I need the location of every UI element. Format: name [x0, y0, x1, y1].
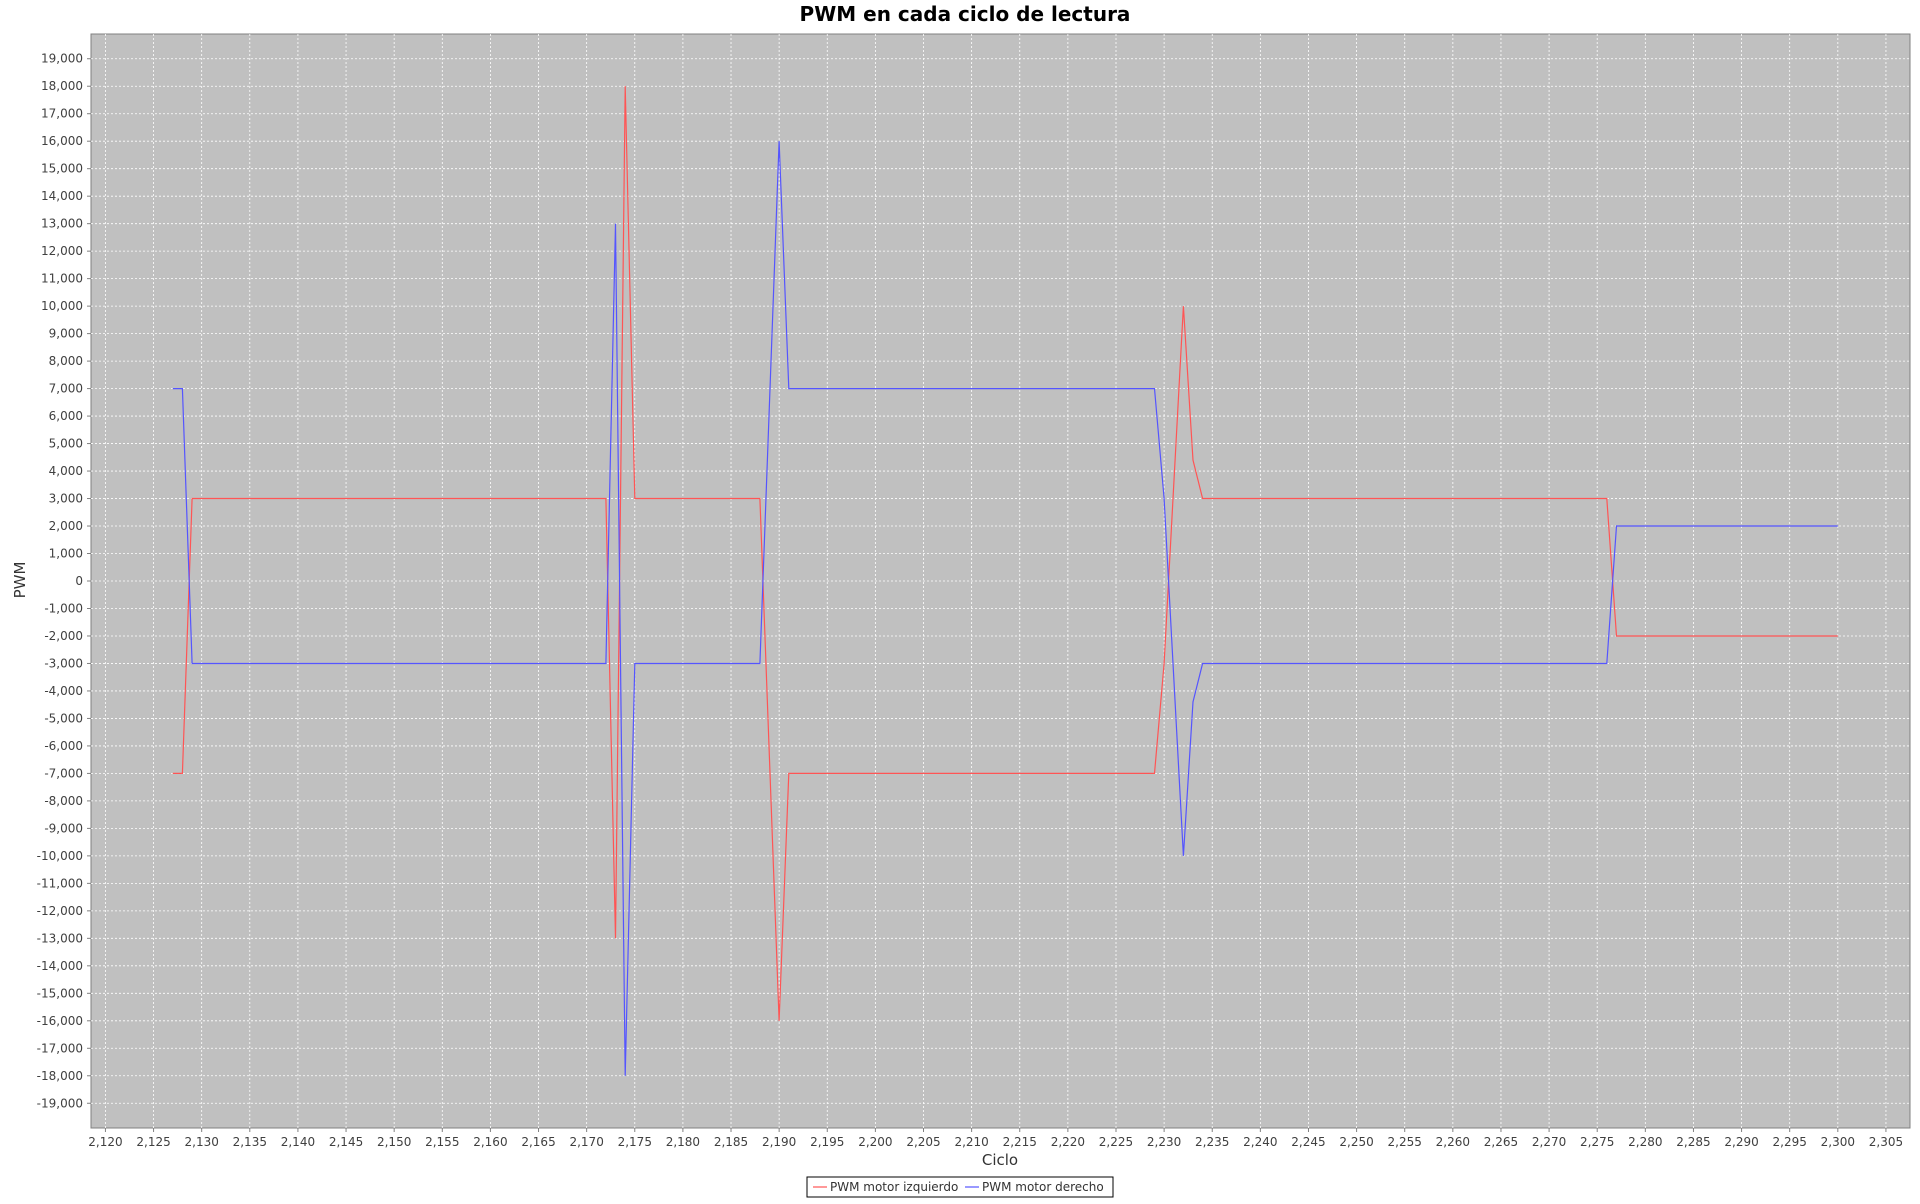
x-tick-label: 2,210	[954, 1135, 988, 1149]
x-tick-label: 2,145	[329, 1135, 363, 1149]
y-tick-label: -1,000	[44, 601, 83, 615]
y-tick-label: -16,000	[37, 1014, 83, 1028]
x-tick-label: 2,305	[1869, 1135, 1903, 1149]
y-tick-label: -15,000	[37, 986, 83, 1000]
y-tick-label: -8,000	[44, 794, 83, 808]
y-tick-label: -11,000	[37, 876, 83, 890]
x-tick-label: 2,125	[136, 1135, 170, 1149]
y-tick-label: 17,000	[41, 107, 83, 121]
y-tick-label: 18,000	[41, 79, 83, 93]
y-tick-label: 14,000	[41, 189, 83, 203]
x-tick-label: 2,225	[1099, 1135, 1133, 1149]
x-tick-label: 2,290	[1724, 1135, 1758, 1149]
y-tick-label: -7,000	[44, 766, 83, 780]
x-tick-label: 2,160	[473, 1135, 507, 1149]
y-tick-label: -12,000	[37, 904, 83, 918]
x-tick-label: 2,230	[1147, 1135, 1181, 1149]
y-tick-label: 8,000	[49, 354, 83, 368]
y-tick-label: -17,000	[37, 1041, 83, 1055]
y-tick-label: -4,000	[44, 684, 83, 698]
y-tick-label: -5,000	[44, 711, 83, 725]
series-line-derecho	[172, 141, 1838, 1076]
x-tick-label: 2,195	[810, 1135, 844, 1149]
chart-title: PWM en cada ciclo de lectura	[800, 2, 1131, 26]
x-tick-label: 2,180	[666, 1135, 700, 1149]
legend-box	[806, 1176, 1114, 1198]
x-tick-label: 2,170	[569, 1135, 603, 1149]
x-tick-label: 2,140	[281, 1135, 315, 1149]
y-tick-label: -10,000	[37, 849, 83, 863]
x-tick-label: 2,270	[1532, 1135, 1566, 1149]
y-axis-label: PWM	[11, 562, 29, 599]
x-tick-label: 2,175	[618, 1135, 652, 1149]
y-tick-label: 1,000	[49, 547, 83, 561]
x-tick-label: 2,130	[185, 1135, 219, 1149]
y-tick-label: -3,000	[44, 656, 83, 670]
x-tick-label: 2,120	[88, 1135, 122, 1149]
x-tick-label: 2,165	[521, 1135, 555, 1149]
x-tick-label: 2,235	[1195, 1135, 1229, 1149]
y-tick-label: -13,000	[37, 931, 83, 945]
y-tick-label: 0	[75, 574, 83, 588]
y-tick-label: 6,000	[49, 409, 83, 423]
x-tick-label: 2,300	[1821, 1135, 1855, 1149]
y-tick-label: -14,000	[37, 959, 83, 973]
x-tick-label: 2,135	[233, 1135, 267, 1149]
x-tick-label: 2,240	[1243, 1135, 1277, 1149]
x-tick-label: 2,295	[1773, 1135, 1807, 1149]
x-tick-label: 2,220	[1051, 1135, 1085, 1149]
series-line-izquierdo	[172, 86, 1838, 1021]
y-tick-label: 5,000	[49, 437, 83, 451]
legend-label-derecho: PWM motor derecho	[982, 1180, 1104, 1194]
y-tick-label: 15,000	[41, 162, 83, 176]
x-tick-label: 2,200	[858, 1135, 892, 1149]
x-tick-label: 2,265	[1484, 1135, 1518, 1149]
y-tick-label: 19,000	[41, 52, 83, 66]
y-tick-label: 3,000	[49, 492, 83, 506]
x-tick-label: 2,205	[906, 1135, 940, 1149]
y-tick-label: 12,000	[41, 244, 83, 258]
y-tick-label: -18,000	[37, 1069, 83, 1083]
y-tick-label: 2,000	[49, 519, 83, 533]
y-tick-label: 4,000	[49, 464, 83, 478]
x-tick-label: 2,255	[1388, 1135, 1422, 1149]
x-tick-label: 2,190	[762, 1135, 796, 1149]
y-tick-label: -19,000	[37, 1096, 83, 1110]
x-tick-label: 2,215	[1003, 1135, 1037, 1149]
y-tick-label: 10,000	[41, 299, 83, 313]
x-tick-label: 2,250	[1339, 1135, 1373, 1149]
y-tick-label: -6,000	[44, 739, 83, 753]
x-axis-label: Ciclo	[982, 1151, 1018, 1169]
x-tick-label: 2,285	[1676, 1135, 1710, 1149]
y-tick-label: -9,000	[44, 821, 83, 835]
y-tick-label: 16,000	[41, 134, 83, 148]
y-tick-label: 7,000	[49, 382, 83, 396]
x-tick-label: 2,260	[1436, 1135, 1470, 1149]
x-tick-label: 2,280	[1628, 1135, 1662, 1149]
x-tick-label: 2,245	[1291, 1135, 1325, 1149]
y-tick-label: -2,000	[44, 629, 83, 643]
y-tick-label: 9,000	[49, 327, 83, 341]
y-tick-label: 13,000	[41, 217, 83, 231]
y-tick-label: 11,000	[41, 272, 83, 286]
legend: PWM motor izquierdo PWM motor derecho	[806, 1176, 1114, 1198]
x-tick-label: 2,155	[425, 1135, 459, 1149]
x-tick-label: 2,150	[377, 1135, 411, 1149]
x-tick-label: 2,275	[1580, 1135, 1614, 1149]
x-tick-label: 2,185	[714, 1135, 748, 1149]
legend-label-izquierdo: PWM motor izquierdo	[830, 1180, 958, 1194]
